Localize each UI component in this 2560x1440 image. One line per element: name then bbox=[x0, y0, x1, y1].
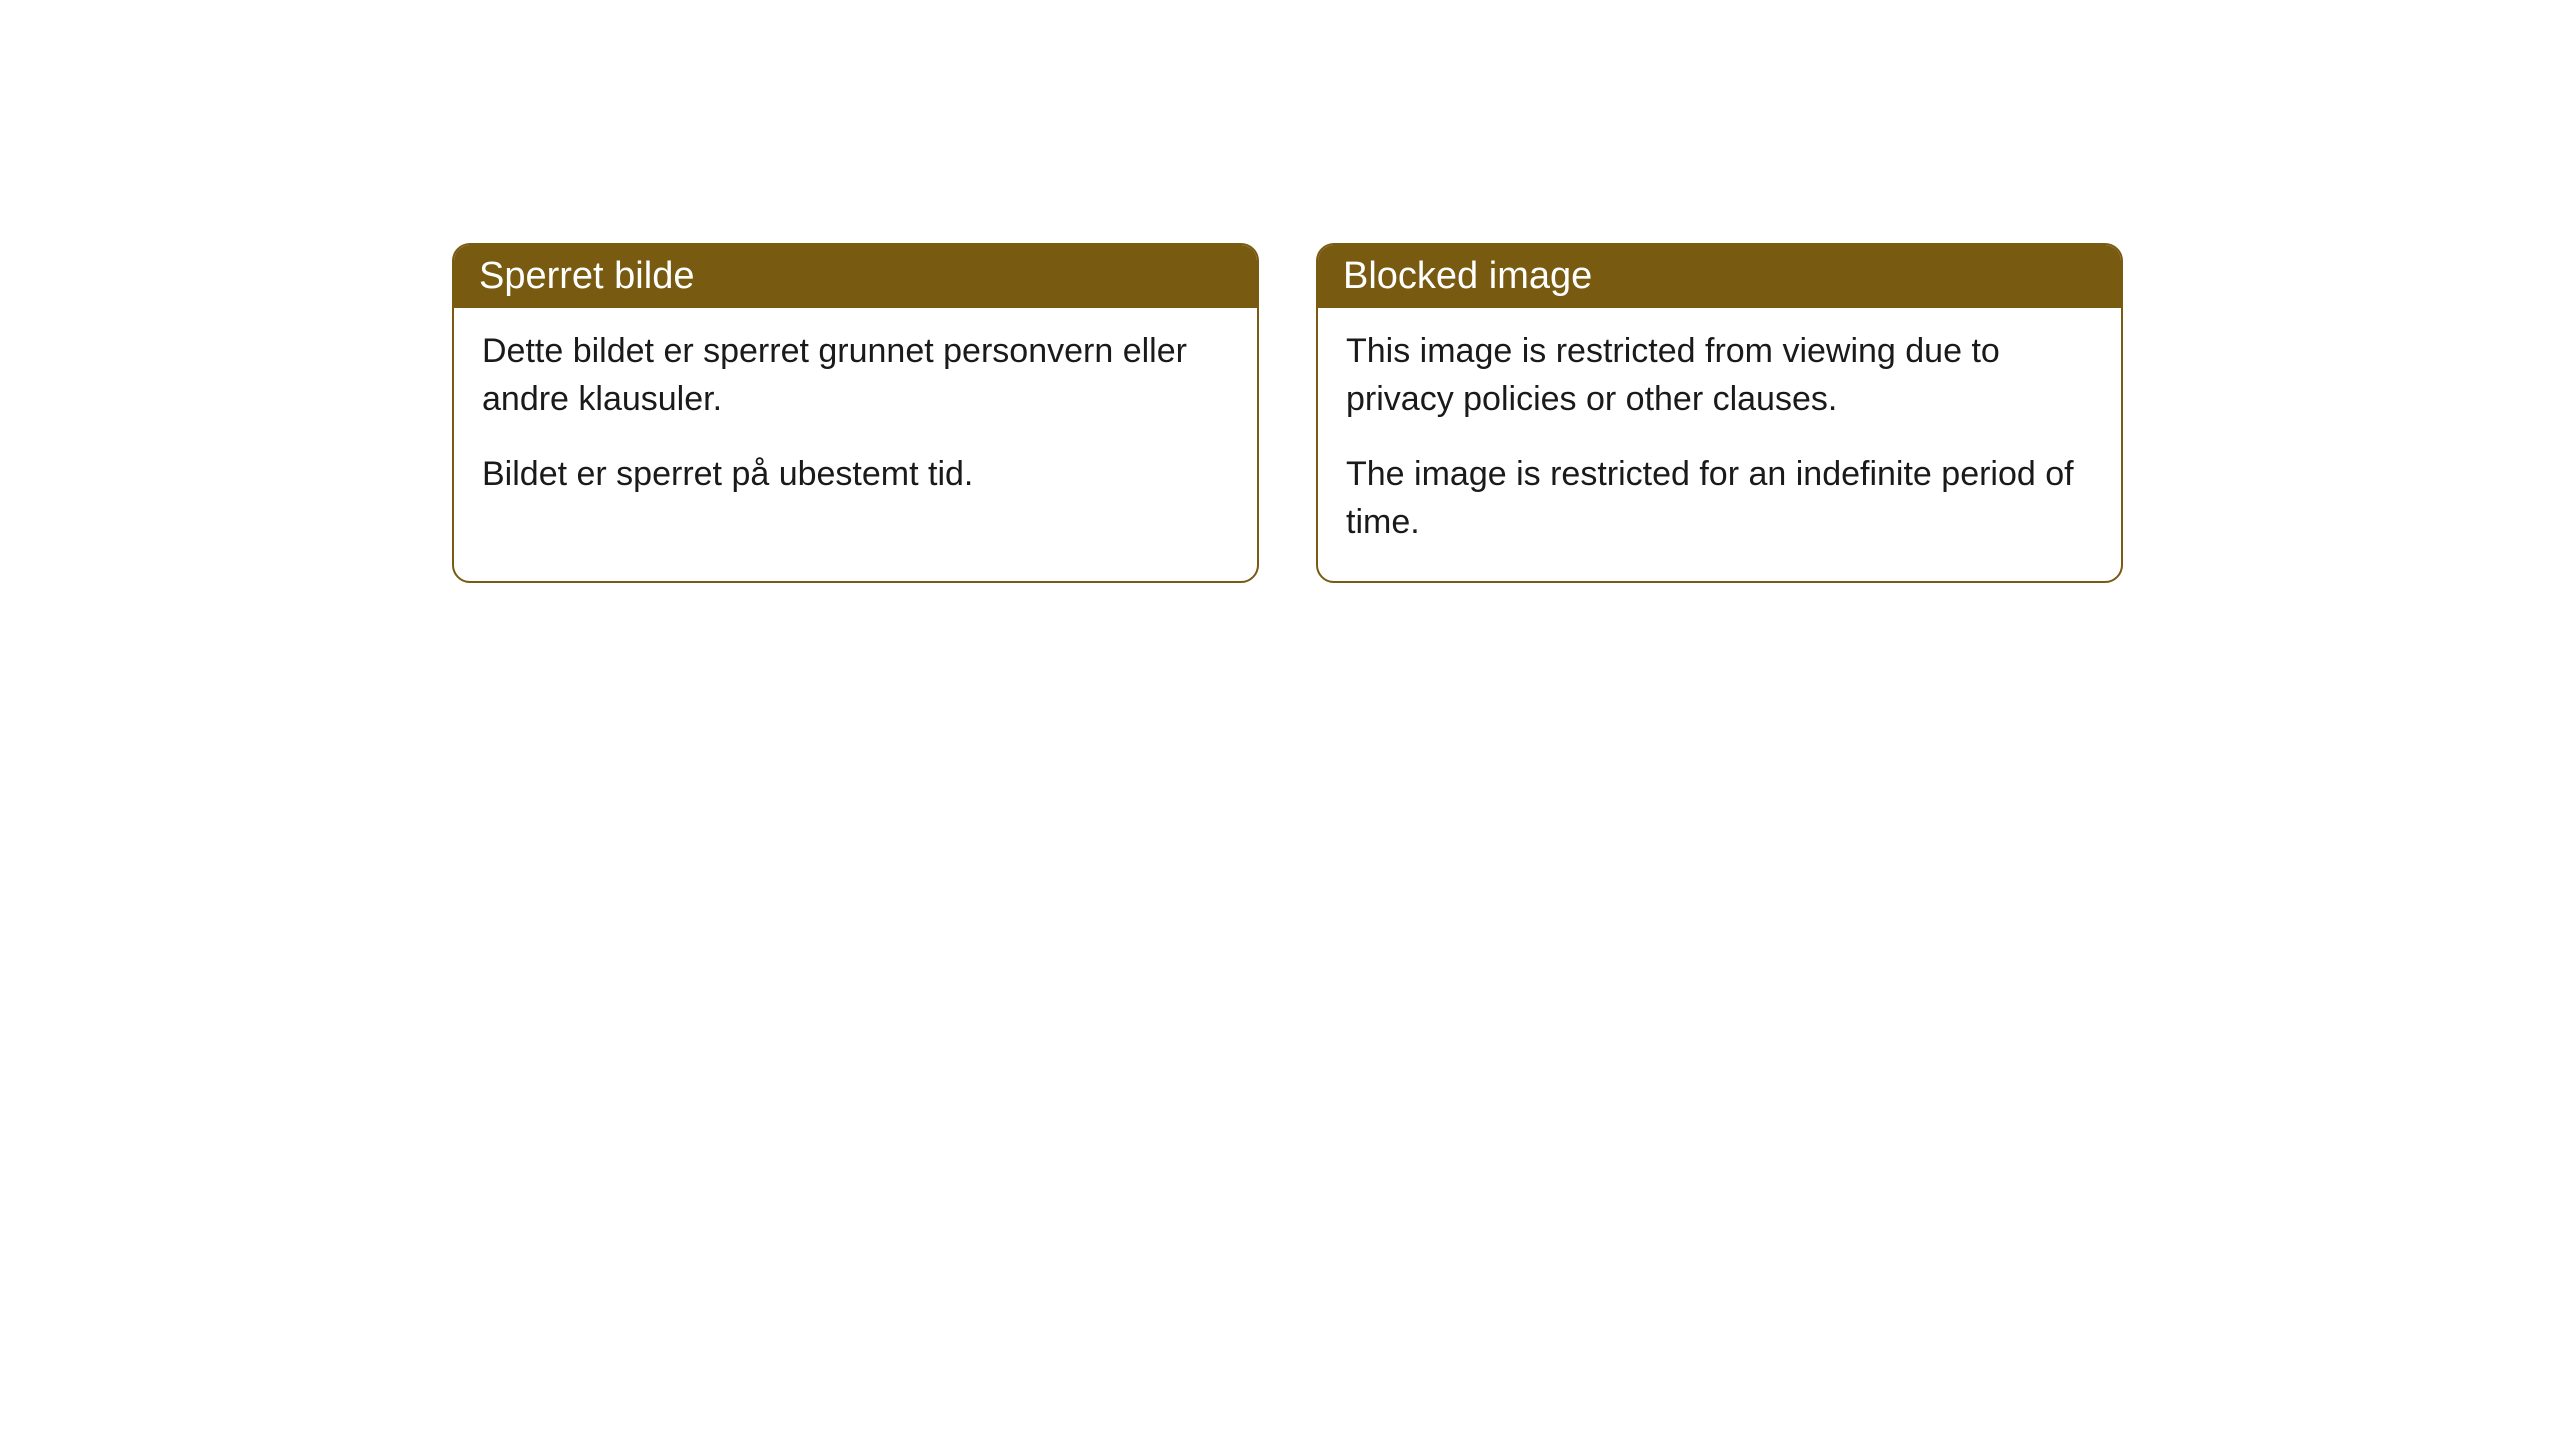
notice-paragraph-1: Dette bildet er sperret grunnet personve… bbox=[482, 328, 1229, 423]
notice-card-english: Blocked image This image is restricted f… bbox=[1316, 243, 2123, 583]
notice-header-norwegian: Sperret bilde bbox=[454, 245, 1257, 308]
notice-paragraph-1: This image is restricted from viewing du… bbox=[1346, 328, 2093, 423]
notice-body-norwegian: Dette bildet er sperret grunnet personve… bbox=[454, 308, 1257, 534]
notice-cards-container: Sperret bilde Dette bildet er sperret gr… bbox=[452, 243, 2123, 583]
notice-paragraph-2: Bildet er sperret på ubestemt tid. bbox=[482, 451, 1229, 499]
notice-card-norwegian: Sperret bilde Dette bildet er sperret gr… bbox=[452, 243, 1259, 583]
notice-body-english: This image is restricted from viewing du… bbox=[1318, 308, 2121, 581]
notice-paragraph-2: The image is restricted for an indefinit… bbox=[1346, 451, 2093, 546]
notice-header-english: Blocked image bbox=[1318, 245, 2121, 308]
